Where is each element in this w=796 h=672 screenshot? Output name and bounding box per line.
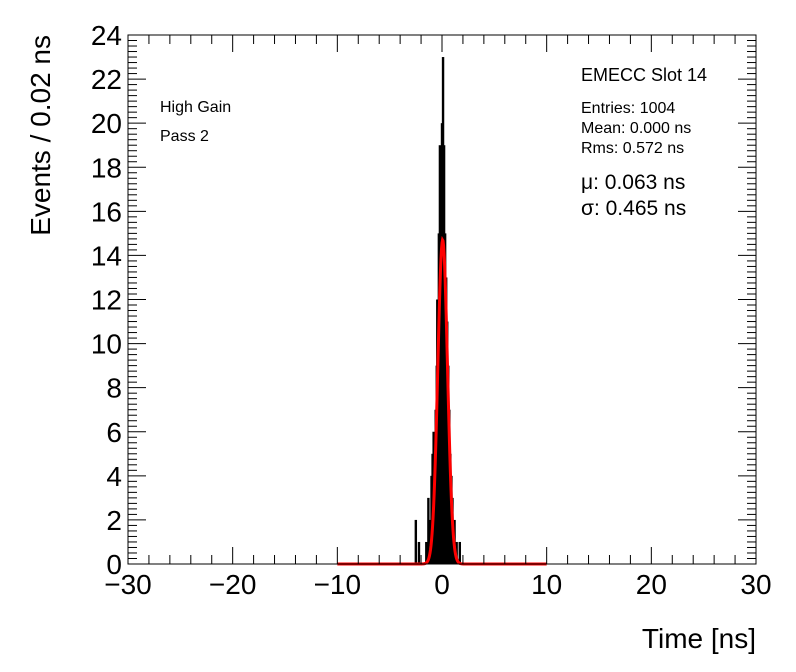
histogram-bin: [458, 541, 461, 564]
x-tick-labels: −30 −20 −10 0 10 20 30: [104, 569, 771, 600]
y-tick-label: 14: [91, 240, 122, 271]
y-axis-ticks: [128, 34, 756, 565]
x-tick-label: −20: [209, 569, 257, 600]
y-tick-label: 22: [91, 64, 122, 95]
y-tick-label: 8: [106, 373, 122, 404]
x-tick-label: −30: [104, 569, 152, 600]
x-axis-title: Time [ns]: [642, 623, 756, 654]
y-tick-label: 12: [91, 285, 122, 316]
histogram-bin: [428, 519, 431, 564]
histogram-bin: [417, 541, 421, 564]
stats-entries: Entries: 1004: [581, 100, 675, 117]
y-axis-title: Events / 0.02 ns: [25, 35, 56, 236]
x-tick-label: 30: [740, 569, 771, 600]
y-tick-label: 10: [91, 329, 122, 360]
stats-rms: Rms: 0.572 ns: [581, 140, 684, 157]
y-tick-label: 0: [106, 549, 122, 580]
stats-title: EMECC Slot 14: [581, 65, 707, 85]
y-tick-label: 4: [106, 461, 122, 492]
gain-label: High Gain: [160, 99, 231, 116]
x-tick-label: 10: [531, 569, 562, 600]
y-tick-label: 20: [91, 108, 122, 139]
pass-label: Pass 2: [160, 128, 209, 145]
y-tick-label: 24: [91, 20, 122, 51]
stats-sigma: σ: 0.465 ns: [581, 197, 686, 220]
stats-mean: Mean: 0.000 ns: [581, 120, 691, 137]
x-tick-label: 20: [636, 569, 667, 600]
histogram-bin: [425, 541, 428, 564]
y-tick-label: 18: [91, 152, 122, 183]
y-tick-label: 16: [91, 196, 122, 227]
x-tick-label: 0: [434, 569, 450, 600]
stats-mu: μ: 0.063 ns: [581, 171, 685, 194]
x-tick-label: −10: [314, 569, 362, 600]
y-tick-label: 6: [106, 417, 122, 448]
histogram-bin: [414, 519, 418, 564]
y-tick-label: 2: [106, 505, 122, 536]
x-axis-ticks: [127, 35, 757, 564]
